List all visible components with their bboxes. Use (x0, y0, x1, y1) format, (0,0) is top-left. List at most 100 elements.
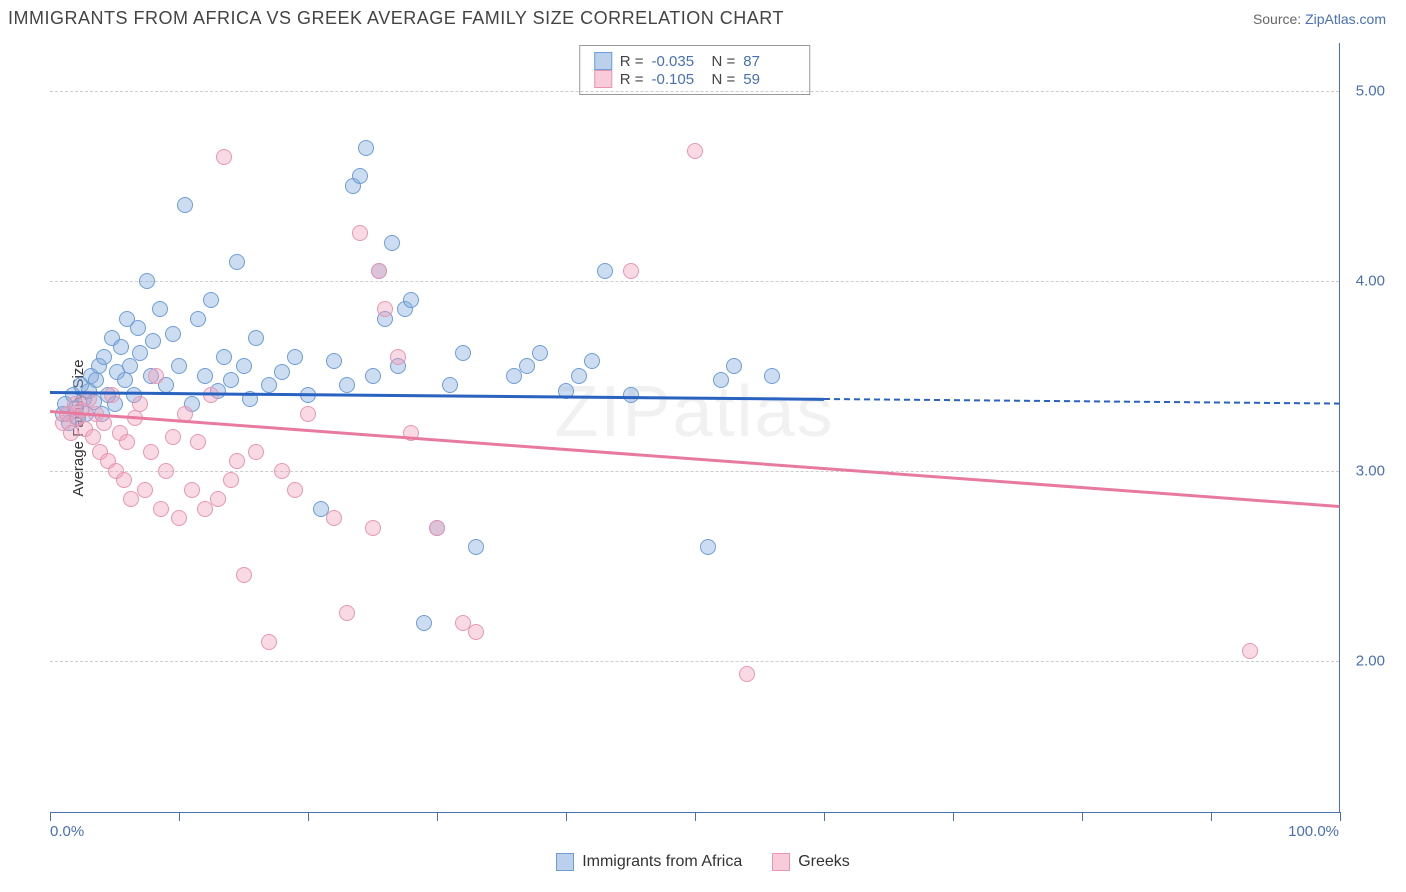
y-tick-label: 5.00 (1356, 82, 1385, 99)
data-point (365, 368, 381, 384)
x-tick (179, 812, 180, 821)
data-point (287, 482, 303, 498)
data-point (216, 149, 232, 165)
data-point (623, 387, 639, 403)
data-point (352, 168, 368, 184)
stats-row-series2: R = -0.105 N = 59 (594, 70, 796, 88)
source-label: Source: (1253, 11, 1305, 27)
data-point (326, 510, 342, 526)
legend-label-2: Greeks (798, 853, 850, 871)
legend-item-2: Greeks (772, 853, 850, 871)
data-point (326, 353, 342, 369)
data-point (119, 434, 135, 450)
n-label: N = (712, 53, 736, 70)
data-point (300, 406, 316, 422)
swatch-pink-icon (772, 853, 790, 871)
data-point (571, 368, 587, 384)
watermark: ZIPatlas (554, 371, 834, 453)
source-attribution: Source: ZipAtlas.com (1253, 11, 1386, 27)
data-point (764, 368, 780, 384)
x-tick (566, 812, 567, 821)
data-point (403, 292, 419, 308)
data-point (139, 273, 155, 289)
data-point (165, 429, 181, 445)
data-point (143, 444, 159, 460)
data-point (85, 429, 101, 445)
data-point (177, 197, 193, 213)
data-point (584, 353, 600, 369)
data-point (248, 330, 264, 346)
data-point (145, 333, 161, 349)
data-point (132, 345, 148, 361)
data-point (184, 482, 200, 498)
data-point (429, 520, 445, 536)
data-point (229, 254, 245, 270)
data-point (104, 387, 120, 403)
chart-title: IMMIGRANTS FROM AFRICA VS GREEK AVERAGE … (8, 8, 784, 29)
data-point (358, 140, 374, 156)
data-point (148, 368, 164, 384)
plot-area: Average Family Size ZIPatlas R = -0.035 … (50, 43, 1340, 813)
x-tick (1340, 812, 1341, 821)
bottom-legend: Immigrants from Africa Greeks (0, 853, 1406, 871)
gridline (50, 281, 1339, 282)
r-value-2: -0.105 (652, 71, 704, 88)
x-tick-label-min: 0.0% (50, 823, 84, 840)
y-tick-label: 3.00 (1356, 462, 1385, 479)
data-point (152, 301, 168, 317)
data-point (1242, 643, 1258, 659)
trend-line (50, 391, 824, 400)
r-label: R = (620, 71, 644, 88)
data-point (96, 415, 112, 431)
data-point (116, 472, 132, 488)
data-point (687, 143, 703, 159)
data-point (339, 377, 355, 393)
data-point (455, 345, 471, 361)
data-point (190, 311, 206, 327)
data-point (210, 491, 226, 507)
data-point (339, 605, 355, 621)
n-value-1: 87 (743, 53, 795, 70)
data-point (96, 349, 112, 365)
data-point (700, 539, 716, 555)
swatch-blue-icon (556, 853, 574, 871)
x-tick (1082, 812, 1083, 821)
data-point (123, 491, 139, 507)
data-point (377, 301, 393, 317)
data-point (223, 372, 239, 388)
data-point (352, 225, 368, 241)
gridline (50, 661, 1339, 662)
data-point (165, 326, 181, 342)
x-tick (1211, 812, 1212, 821)
data-point (190, 434, 206, 450)
data-point (113, 339, 129, 355)
data-point (416, 615, 432, 631)
data-point (597, 263, 613, 279)
data-point (532, 345, 548, 361)
gridline (50, 471, 1339, 472)
data-point (519, 358, 535, 374)
gridline (50, 91, 1339, 92)
data-point (236, 567, 252, 583)
x-tick (695, 812, 696, 821)
data-point (468, 624, 484, 640)
data-point (153, 501, 169, 517)
data-point (248, 444, 264, 460)
data-point (261, 634, 277, 650)
data-point (158, 463, 174, 479)
data-point (216, 349, 232, 365)
source-link[interactable]: ZipAtlas.com (1305, 11, 1386, 27)
data-point (197, 368, 213, 384)
n-label: N = (712, 71, 736, 88)
swatch-pink-icon (594, 70, 612, 88)
data-point (384, 235, 400, 251)
swatch-blue-icon (594, 52, 612, 70)
data-point (122, 358, 138, 374)
data-point (137, 482, 153, 498)
chart-container: Average Family Size ZIPatlas R = -0.035 … (50, 43, 1386, 813)
data-point (236, 358, 252, 374)
data-point (203, 292, 219, 308)
data-point (468, 539, 484, 555)
data-point (274, 364, 290, 380)
r-label: R = (620, 53, 644, 70)
